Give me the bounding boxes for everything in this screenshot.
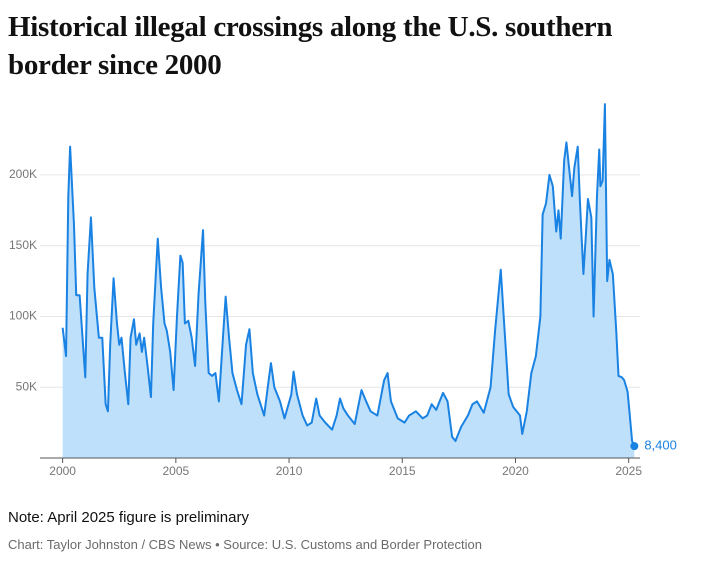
chart-title: Historical illegal crossings along the U…	[8, 11, 613, 81]
note: Note: April 2025 figure is preliminary	[8, 509, 249, 526]
chart: 50K 100K 150K 200K 2000 2005 2010 2015 2020 20258…	[9, 103, 677, 478]
x-tick-label: 2020	[502, 464, 529, 478]
value-label: 8,400	[644, 438, 677, 453]
y-tick-label: 150K	[9, 238, 37, 252]
line	[61, 103, 636, 447]
area	[62, 104, 635, 459]
y-tick-label: 100K	[9, 309, 37, 323]
x-tick-label: 2010	[276, 464, 303, 478]
end-point	[630, 442, 639, 451]
y-tick-label: 50K	[16, 379, 37, 393]
y-tick-label: 200K	[9, 167, 37, 181]
x-tick-label: 2025	[615, 464, 642, 478]
x-tick-label: 2015	[389, 464, 416, 478]
x-tick-label: 2005	[162, 464, 189, 478]
x-tick-label: 2000	[49, 464, 76, 478]
credit: Chart: Taylor Johnston / CBS News • Sour…	[8, 537, 482, 552]
